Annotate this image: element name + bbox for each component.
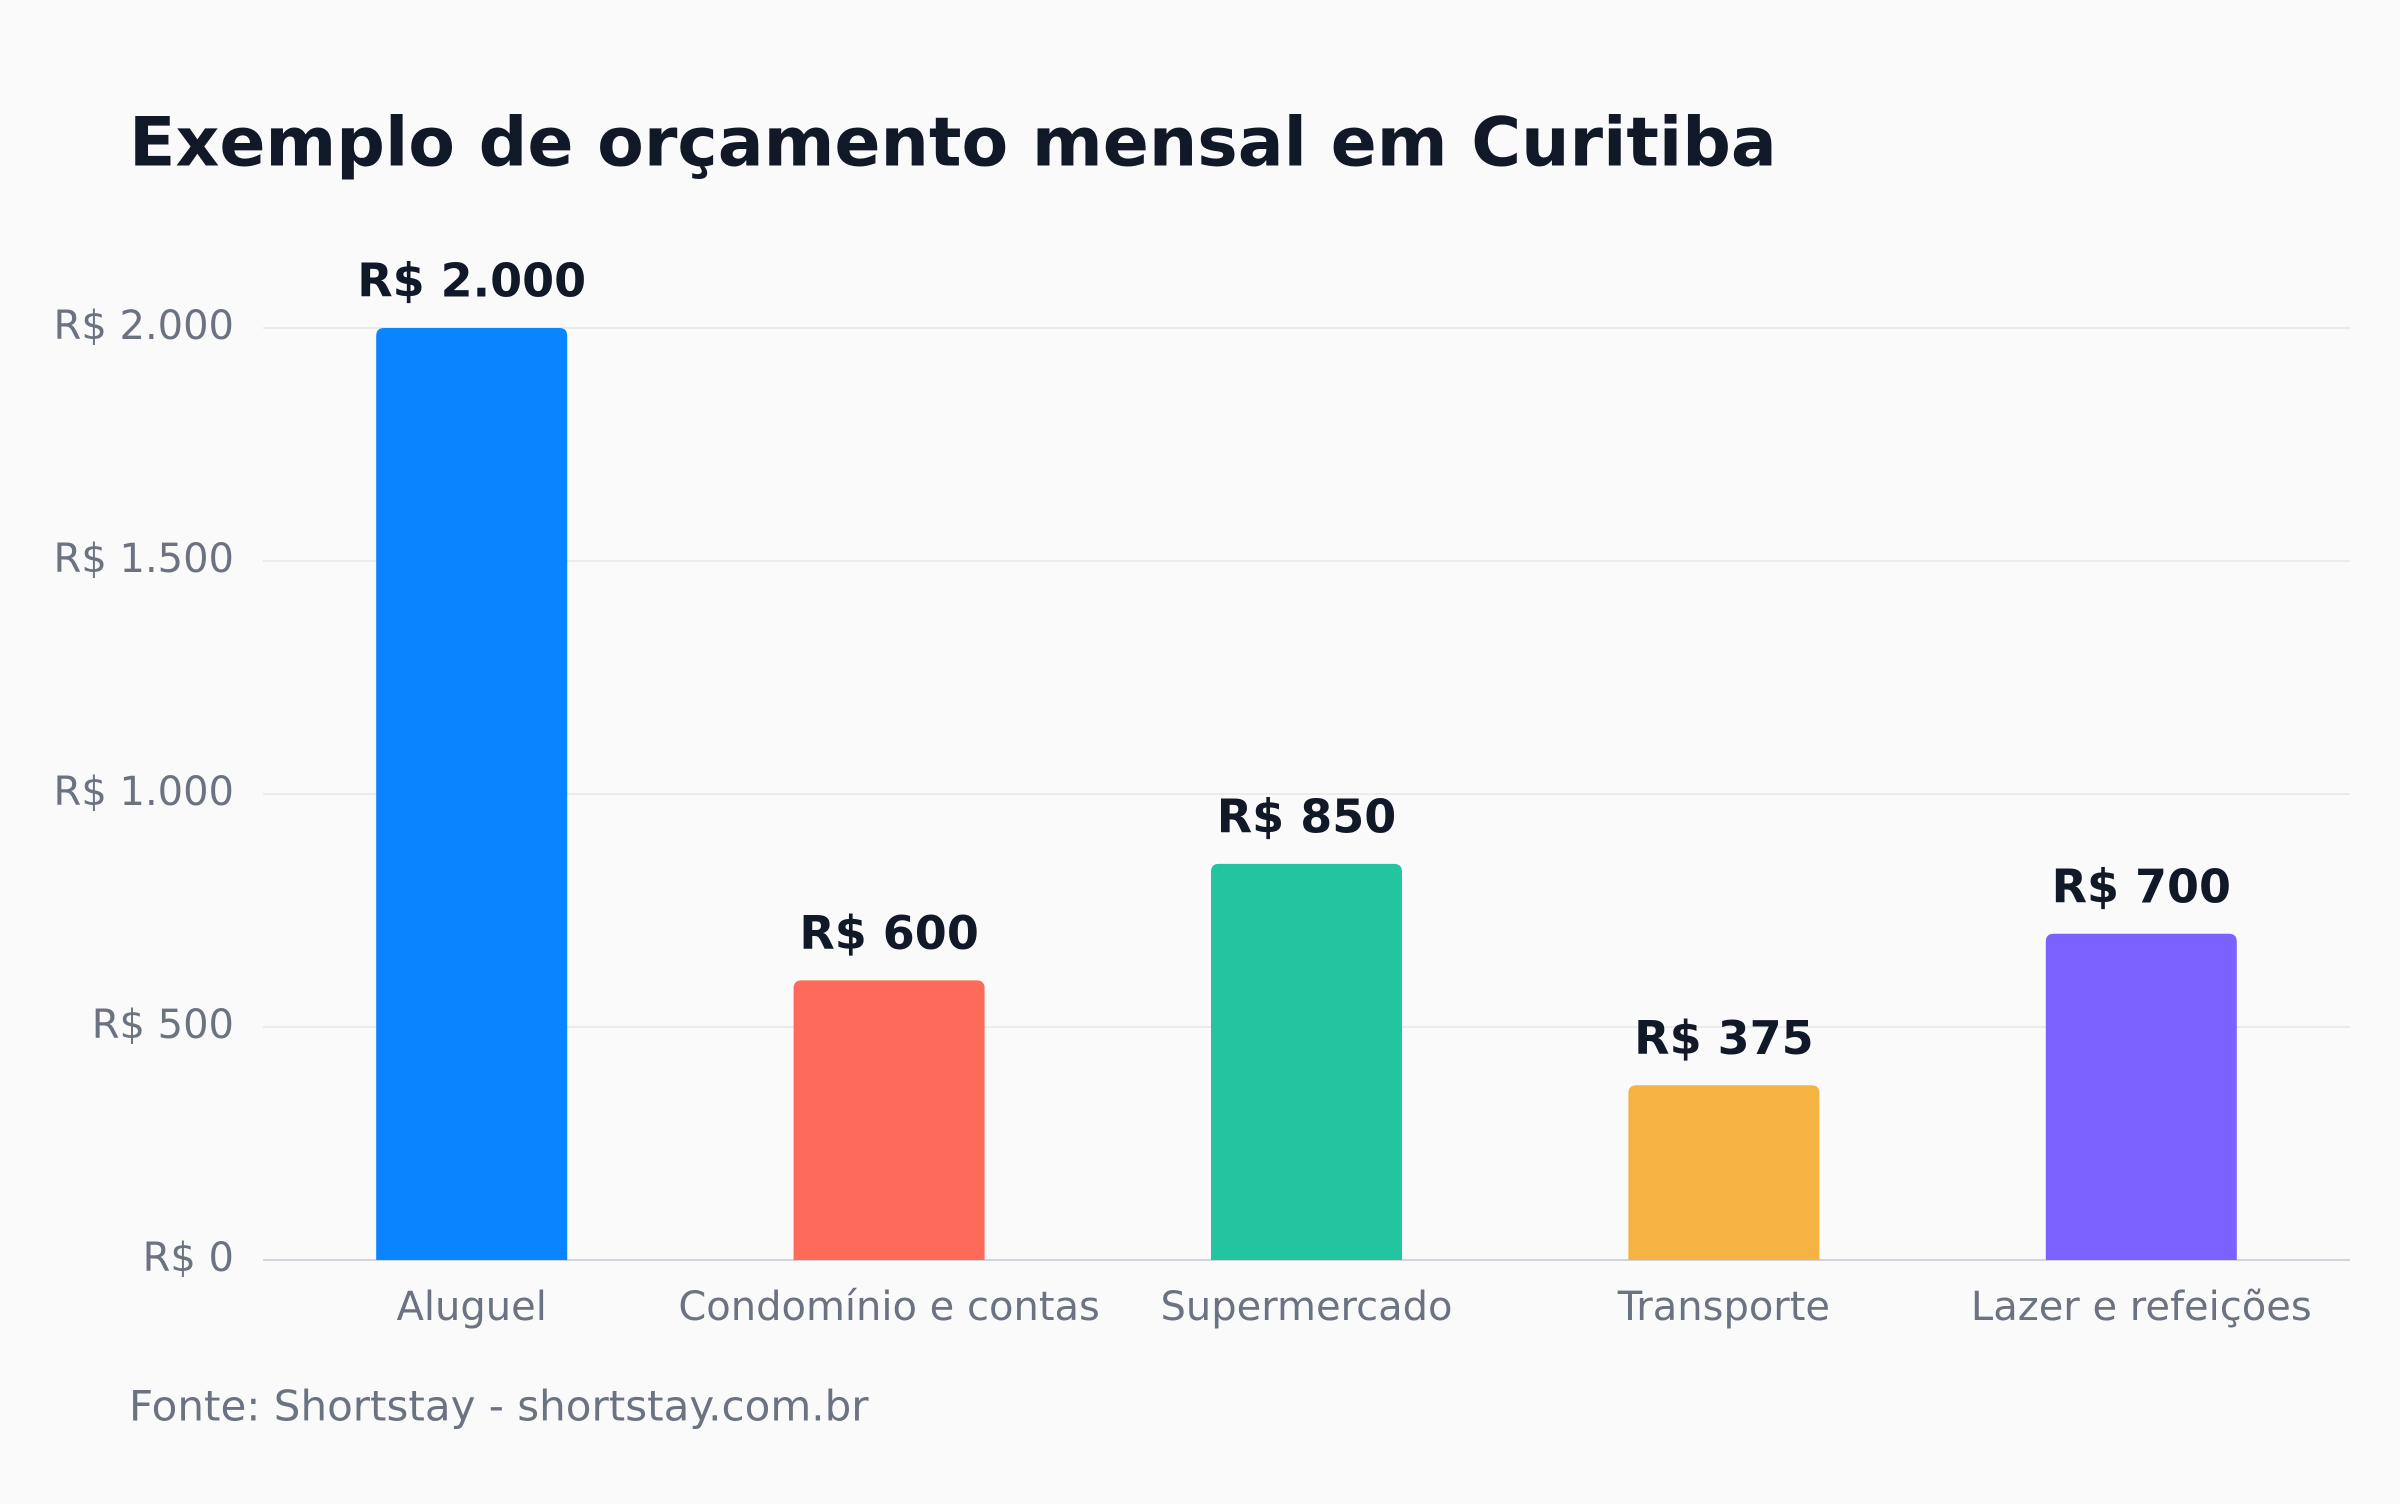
x-tick-label: Condomínio e contas xyxy=(678,1284,1100,1330)
chart-title: Exemplo de orçamento mensal em Curitiba xyxy=(129,104,1777,183)
y-tick-label: R$ 0 xyxy=(143,1235,234,1281)
value-label: R$ 2.000 xyxy=(357,254,586,308)
y-tick-label: R$ 2.000 xyxy=(54,303,234,349)
bar xyxy=(2045,933,2237,1260)
source: Fonte: Shortstay - shortstay.com.br xyxy=(129,1382,869,1431)
y-tick-label: R$ 1.500 xyxy=(54,536,234,582)
bar xyxy=(1628,1085,1820,1260)
value-label: R$ 850 xyxy=(1217,789,1396,843)
value-label: R$ 700 xyxy=(2052,859,2231,913)
x-tick-label: Lazer e refeições xyxy=(1971,1284,2312,1330)
y-tick-label: R$ 500 xyxy=(92,1002,234,1048)
x-tick-label: Transporte xyxy=(1617,1284,1830,1330)
bar xyxy=(793,980,985,1260)
value-label: R$ 375 xyxy=(1634,1011,1813,1065)
bar xyxy=(376,328,568,1260)
y-tick-label: R$ 1.000 xyxy=(54,769,234,815)
x-tick-label: Aluguel xyxy=(397,1284,547,1330)
bar xyxy=(1211,863,1402,1260)
value-label: R$ 600 xyxy=(799,906,978,960)
x-tick-label: Supermercado xyxy=(1161,1284,1453,1330)
